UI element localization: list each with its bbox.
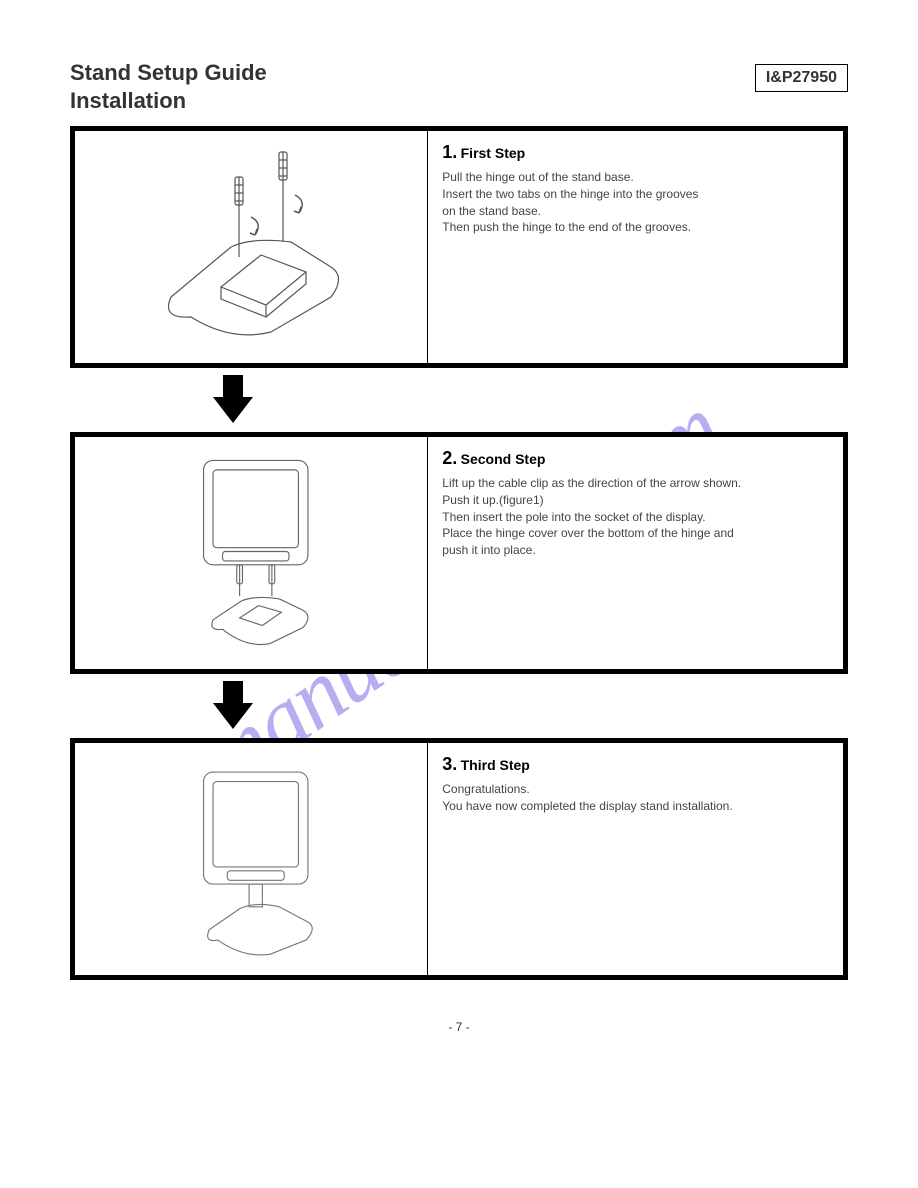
step-2-line: Push it up.(figure1) (442, 493, 829, 509)
step-3-text: 3. Third Step Congratulations. You have … (428, 743, 843, 975)
step-1-label: First Step (461, 145, 526, 161)
hinge-base-illustration (131, 147, 371, 347)
header-row: Stand Setup Guide Installation I&P27950 (70, 60, 848, 114)
step-2-line: push it into place. (442, 543, 829, 559)
down-arrow-icon (213, 681, 253, 731)
page-container: Stand Setup Guide Installation I&P27950 (0, 0, 918, 1074)
step-panel-3: 3. Third Step Congratulations. You have … (70, 738, 848, 980)
step-2-label: Second Step (461, 451, 546, 467)
step-2-line: Place the hinge cover over the bottom of… (442, 526, 829, 542)
step-1-line: Then push the hinge to the end of the gr… (442, 220, 829, 236)
step-1-line: Pull the hinge out of the stand base. (442, 170, 829, 186)
step-2-figure (75, 437, 428, 669)
step-1-figure (75, 131, 428, 363)
monitor-complete-illustration (131, 755, 371, 964)
step-3-num: 3. (442, 754, 457, 774)
step-panel-1: 1. First Step Pull the hinge out of the … (70, 126, 848, 368)
monitor-attach-illustration (131, 449, 371, 658)
arrow-1-to-2 (70, 368, 397, 432)
step-1-line: on the stand base. (442, 204, 829, 220)
step-1-line: Insert the two tabs on the hinge into th… (442, 187, 829, 203)
step-2-line: Lift up the cable clip as the direction … (442, 476, 829, 492)
step-2-text: 2. Second Step Lift up the cable clip as… (428, 437, 843, 669)
ref-badge: I&P27950 (755, 64, 848, 92)
step-1-num: 1. (442, 142, 457, 162)
step-2-num: 2. (442, 448, 457, 468)
down-arrow-icon (213, 375, 253, 425)
step-1-text: 1. First Step Pull the hinge out of the … (428, 131, 843, 363)
step-3-line: You have now completed the display stand… (442, 799, 829, 815)
arrow-2-to-3 (70, 674, 397, 738)
step-2-line: Then insert the pole into the socket of … (442, 510, 829, 526)
step-panel-2: 2. Second Step Lift up the cable clip as… (70, 432, 848, 674)
step-3-line: Congratulations. (442, 782, 829, 798)
page-subtitle: Installation (70, 88, 267, 114)
title-block: Stand Setup Guide Installation (70, 60, 267, 114)
page-number: - 7 - (70, 1020, 848, 1034)
step-3-figure (75, 743, 428, 975)
page-title: Stand Setup Guide (70, 60, 267, 86)
step-3-label: Third Step (461, 757, 530, 773)
